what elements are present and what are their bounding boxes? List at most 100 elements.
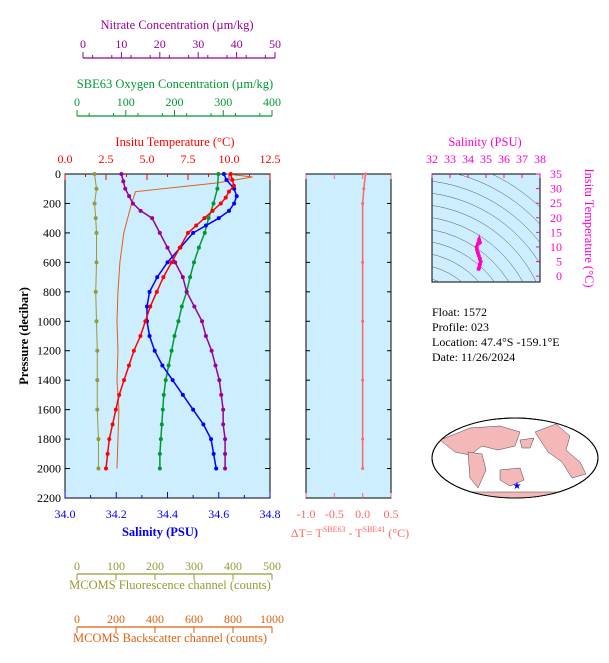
profile-info: Profile: 023 (432, 320, 489, 334)
nitrate-point (157, 230, 162, 235)
nitrate-axis-label: Nitrate Concentration (µm/kg) (101, 18, 254, 32)
salinity-point (145, 304, 149, 309)
salinity-tick-label: 34.0 (55, 507, 76, 521)
delta-t-sup-2: SBE41 (363, 525, 386, 534)
salinity-point (211, 451, 216, 456)
oxygen-point (215, 186, 220, 191)
temperature-point (231, 183, 236, 188)
temperature-axis: 0.0 2.5 5.0 7.5 10.0 12.5 (58, 152, 281, 166)
nitrate-point (180, 275, 185, 280)
backscatter-tick-label: 0 (74, 612, 80, 626)
fluorescence-point (93, 216, 98, 221)
nitrate-point (121, 179, 126, 184)
pressure-tick-label: 1400 (37, 373, 61, 387)
delta-t-axis-label: ΔT= TSBE63 - TSBE41 (°C) (291, 525, 409, 540)
oxygen-axis-label: SBE63 Oxygen Concentration (µm/kg) (77, 77, 273, 91)
salinity-point (191, 407, 196, 412)
backscatter-tick-label: 800 (224, 612, 242, 626)
temperature-point (122, 378, 127, 383)
oxygen-point (160, 407, 165, 412)
salinity-point (216, 216, 221, 221)
nitrate-point (221, 407, 226, 412)
temperature-tick-label: 2.5 (99, 152, 114, 166)
temperature-point (202, 216, 207, 221)
salinity-point (234, 194, 239, 199)
temperature-point (169, 260, 174, 265)
salinity-tick-label: 34.8 (260, 507, 281, 521)
nitrate-tick-label: 50 (269, 37, 281, 51)
delta-t-panel: -1.0 -0.5 0.0 0.5 (297, 172, 399, 521)
fluorescence-point (95, 407, 100, 412)
oxygen-point (157, 451, 162, 456)
ts-salinity-tick-label: 33 (444, 152, 456, 166)
delta-t-point (362, 187, 366, 191)
oxygen-axis: 0 100 200 300 400 (74, 95, 281, 117)
temperature-point (210, 208, 215, 213)
fluorescence-point (94, 230, 99, 235)
nitrate-point (213, 363, 218, 368)
salinity-point (191, 230, 196, 235)
temperature-point (104, 466, 108, 471)
oxygen-point (169, 348, 174, 353)
pressure-tick-label: 400 (43, 226, 61, 240)
ts-salinity-tick-label: 38 (534, 152, 546, 166)
temperature-point (230, 177, 235, 182)
backscatter-tick-label: 1000 (260, 612, 284, 626)
backscatter-tick-label: 400 (146, 612, 164, 626)
main-plot-area (64, 173, 271, 499)
nitrate-axis: 0 10 20 30 40 50 (80, 37, 281, 59)
temperature-point (126, 363, 131, 368)
fluorescence-point (96, 466, 101, 471)
temperature-point (161, 275, 166, 280)
ts-point (477, 240, 482, 245)
pressure-tick-label: 2000 (37, 462, 61, 476)
temperature-point (131, 348, 136, 353)
oxygen-point (206, 216, 211, 221)
salinity-point (224, 177, 229, 182)
temperature-point (154, 289, 159, 294)
oxygen-point (176, 319, 181, 324)
ts-temperature-tick-label: 30 (550, 182, 562, 196)
temperature-point (148, 304, 153, 309)
date-info: Date: 11/26/2024 (432, 350, 515, 364)
fluorescence-tick-label: 400 (224, 559, 242, 573)
nitrate-point (219, 392, 224, 397)
fluorescence-point (92, 172, 97, 176)
ts-salinity-tick-label: 36 (498, 152, 510, 166)
oxygen-point (202, 230, 207, 235)
nitrate-point (209, 348, 214, 353)
temperature-point (113, 407, 118, 412)
temperature-point (227, 189, 231, 194)
oxygen-point (157, 466, 162, 471)
fluorescence-point (95, 378, 100, 383)
salinity-point (180, 392, 185, 397)
nitrate-point (203, 334, 208, 338)
oxygen-tick-label: 400 (263, 95, 281, 109)
ts-salinity-tick-label: 32 (426, 152, 438, 166)
nitrate-point (221, 422, 226, 427)
temperature-tick-label: 5.0 (140, 152, 155, 166)
fluorescence-point (94, 319, 99, 324)
fluorescence-axis-label: MCOMS Fluorescence channel (counts) (69, 578, 271, 592)
temperature-point (177, 245, 182, 250)
pressure-tick-label: 1600 (37, 403, 61, 417)
nitrate-point (130, 201, 135, 206)
salinity-point (227, 208, 231, 213)
ts-temperature-tick-label: 15 (550, 225, 562, 239)
delta-t-tick-label: -1.0 (297, 507, 316, 521)
ts-temperature-tick-label: 0 (556, 269, 562, 283)
salinity-point (221, 172, 226, 176)
salinity-point (201, 422, 206, 427)
salinity-point (214, 466, 219, 471)
temperature-point (218, 201, 223, 206)
delta-t-point (361, 378, 365, 382)
pressure-tick-label: 2200 (37, 491, 61, 505)
ts-temperature-label: Insitu Temperature (°C) (582, 168, 596, 287)
ts-salinity-tick-label: 37 (516, 152, 528, 166)
oxygen-tick-label: 0 (74, 95, 80, 109)
nitrate-point (217, 378, 222, 383)
oxygen-point (192, 260, 196, 265)
nitrate-point (200, 319, 205, 324)
delta-t-point (361, 260, 365, 264)
temperature-point (105, 451, 110, 456)
